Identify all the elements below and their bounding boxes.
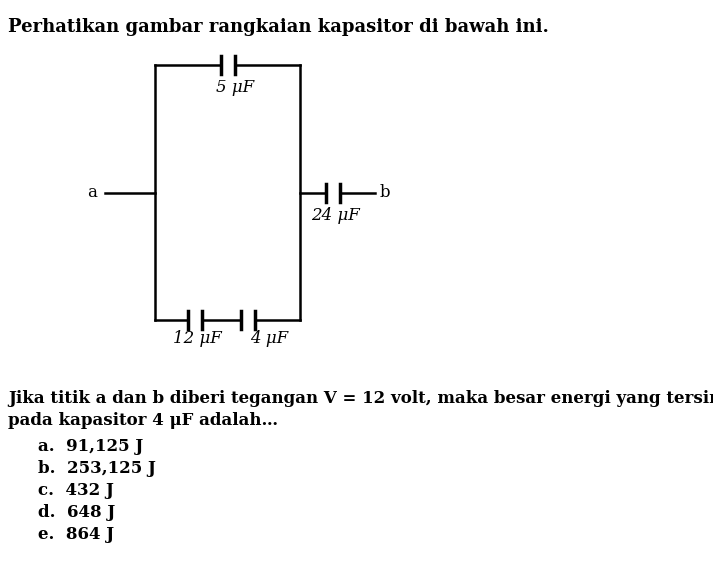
Text: Jika titik a dan b diberi tegangan V = 12 volt, maka besar energi yang tersimpan: Jika titik a dan b diberi tegangan V = 1…	[8, 390, 713, 407]
Text: 24 μF: 24 μF	[311, 206, 360, 223]
Text: Perhatikan gambar rangkaian kapasitor di bawah ini.: Perhatikan gambar rangkaian kapasitor di…	[8, 18, 549, 36]
Text: b: b	[380, 184, 391, 201]
Text: 5 μF: 5 μF	[215, 79, 254, 96]
Text: a.  91,125 J: a. 91,125 J	[38, 438, 143, 455]
Text: d.  648 J: d. 648 J	[38, 504, 116, 521]
Text: 4 μF: 4 μF	[250, 330, 288, 347]
Text: b.  253,125 J: b. 253,125 J	[38, 460, 156, 477]
Text: 12 μF: 12 μF	[173, 330, 222, 347]
Text: a: a	[87, 184, 97, 201]
Text: e.  864 J: e. 864 J	[38, 526, 114, 543]
Text: pada kapasitor 4 μF adalah…: pada kapasitor 4 μF adalah…	[8, 412, 278, 429]
Text: c.  432 J: c. 432 J	[38, 482, 114, 499]
